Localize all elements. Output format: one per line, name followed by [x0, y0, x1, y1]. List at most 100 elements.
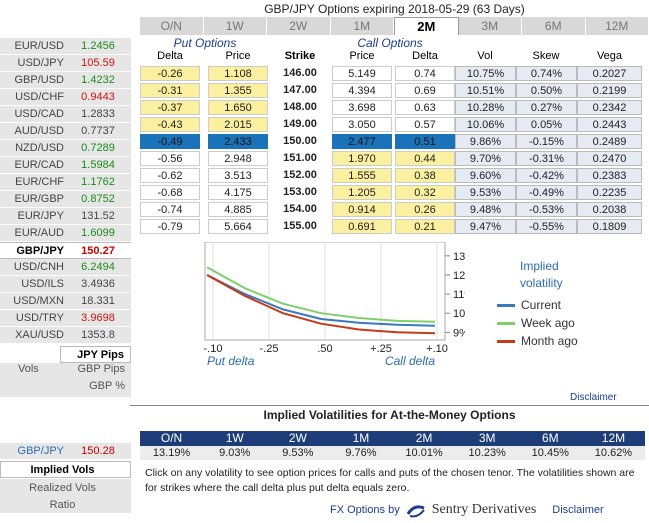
- strike-cell: 152.00: [283, 169, 317, 181]
- units-panel: [0, 363, 131, 397]
- disclaimer-link[interactable]: Disclaimer: [570, 392, 617, 403]
- strike-cell: 149.00: [283, 118, 317, 130]
- call-price-cell: 3.698: [332, 100, 392, 115]
- currency-pair-usd-chf[interactable]: USD/CHF 0.9443: [0, 89, 131, 106]
- implied-vols-button[interactable]: Implied Vols: [0, 461, 131, 478]
- atm-vol-value[interactable]: 10.45%: [531, 447, 569, 459]
- gbp-percent-button[interactable]: GBP %: [89, 380, 125, 392]
- table-row[interactable]: -0.56 2.948 151.00 1.970 0.44 9.70% -0.31% 0.24…: [140, 150, 649, 167]
- table-row[interactable]: -0.49 2.433 150.00 2.477 0.51 9.86% -0.15% 0.24…: [140, 133, 649, 150]
- atm-title: Implied Volatilities for At-the-Money Op…: [130, 405, 649, 422]
- currency-pair-usd-try[interactable]: USD/TRY 3.9698: [0, 310, 131, 327]
- table-row[interactable]: -0.62 3.513 152.00 1.555 0.38 9.60% -0.42% 0.23…: [140, 167, 649, 184]
- atm-tenor-on[interactable]: O/N: [160, 431, 183, 445]
- currency-pair-eur-aud[interactable]: EUR/AUD 1.6099: [0, 225, 131, 242]
- ratio-button[interactable]: Ratio: [0, 496, 131, 513]
- x-tick-label: +.25: [370, 343, 392, 355]
- put-delta-cell: -0.62: [140, 168, 200, 183]
- vol-cell: 9.60%: [455, 168, 516, 183]
- pair-rate: 1.5984: [81, 159, 115, 171]
- header-strike: Strike: [284, 50, 316, 62]
- tab-6m[interactable]: 6M: [522, 17, 586, 35]
- pair-rate: 3.4936: [81, 278, 115, 290]
- call-price-cell: 4.394: [332, 83, 392, 98]
- currency-pair-eur-cad[interactable]: EUR/CAD 1.5984: [0, 157, 131, 174]
- header-call-price: Price: [349, 50, 375, 62]
- tab-3m[interactable]: 3M: [458, 17, 522, 35]
- table-row[interactable]: -0.79 5.664 155.00 0.691 0.21 9.47% -0.55% 0.18…: [140, 218, 649, 235]
- table-row[interactable]: -0.74 4.885 154.00 0.914 0.26 9.48% -0.53% 0.20…: [140, 201, 649, 218]
- atm-vol-value[interactable]: 10.23%: [468, 447, 506, 459]
- put-price-cell: 1.108: [208, 66, 268, 81]
- table-row[interactable]: -0.43 2.015 149.00 3.050 0.57 10.06% 0.05% 0.24…: [140, 116, 649, 133]
- strike-cell: 151.00: [283, 152, 317, 164]
- series-line-current: [206, 274, 436, 327]
- legend-item-month-ago: Month ago: [497, 334, 578, 348]
- tab-1w[interactable]: 1W: [203, 17, 267, 35]
- strike-cell: 150.00: [283, 135, 317, 147]
- realized-vols-button[interactable]: Realized Vols: [0, 479, 131, 496]
- gbp-pips-button[interactable]: GBP Pips: [77, 363, 126, 375]
- table-row[interactable]: -0.37 1.650 148.00 3.698 0.63 10.28% 0.27% 0.23…: [140, 99, 649, 116]
- currency-pair-usd-cad[interactable]: USD/CAD 1.2833: [0, 106, 131, 123]
- currency-pair-xau-usd[interactable]: XAU/USD 1353.8: [0, 327, 131, 344]
- call-delta-cell: 0.57: [395, 117, 455, 132]
- atm-vol-value[interactable]: 10.62%: [594, 447, 633, 459]
- vol-cell: 9.48%: [455, 202, 516, 217]
- tab-2m[interactable]: 2M: [394, 17, 459, 35]
- strike-cell: 146.00: [283, 67, 317, 79]
- call-price-cell: 1.970: [332, 151, 392, 166]
- pair-rate: 0.9443: [81, 91, 115, 103]
- table-row[interactable]: -0.31 1.355 147.00 4.394 0.69 10.51% 0.50% 0.21…: [140, 82, 649, 99]
- atm-vol-value[interactable]: 9.03%: [219, 447, 251, 459]
- currency-pair-eur-gbp[interactable]: EUR/GBP 0.8752: [0, 191, 131, 208]
- page-title: GBP/JPY Options expiring 2018-05-29 (63 …: [264, 2, 525, 16]
- pair-rate: 1.2456: [81, 40, 115, 52]
- currency-pair-gbp-usd[interactable]: GBP/USD 1.4232: [0, 72, 131, 89]
- volatility-chart: -.10 -.25 .50 +.25 +.10 13% 12% 11% 10% 9% Put del…: [204, 242, 465, 368]
- vega-cell: 0.2199: [577, 83, 642, 98]
- pair-symbol: USD/ILS: [21, 278, 64, 290]
- atm-tenor-3m[interactable]: 3M: [478, 431, 496, 445]
- currency-pair-gbp-jpy[interactable]: GBP/JPY 150.27: [0, 242, 131, 259]
- atm-vol-value[interactable]: 9.53%: [282, 447, 314, 459]
- currency-pair-aud-usd[interactable]: AUD/USD 0.7737: [0, 123, 131, 140]
- call-price-cell: 3.050: [332, 117, 392, 132]
- table-row[interactable]: -0.68 4.175 153.00 1.205 0.32 9.53% -0.49% 0.22…: [140, 184, 649, 201]
- atm-tenor-6m[interactable]: 6M: [541, 431, 559, 445]
- atm-vol-value[interactable]: 13.19%: [152, 447, 191, 459]
- put-options-heading: Put Options: [173, 36, 237, 50]
- currency-pair-eur-jpy[interactable]: EUR/JPY 131.52: [0, 208, 131, 225]
- vega-cell: 0.2470: [577, 151, 642, 166]
- bottom-pair-row[interactable]: GBP/JPY 150.28: [0, 443, 131, 460]
- call-price-cell: 5.149: [332, 66, 392, 81]
- atm-tenor-2w[interactable]: 2W: [288, 431, 307, 445]
- currency-pair-usd-mxn[interactable]: USD/MXN 18.331: [0, 293, 131, 310]
- currency-pair-usd-ils[interactable]: USD/ILS 3.4936: [0, 276, 131, 293]
- jpy-pips-button[interactable]: JPY Pips: [60, 346, 131, 363]
- pair-rate: 18.331: [81, 295, 115, 307]
- atm-tenor-2m[interactable]: 2M: [415, 431, 433, 445]
- header-vol: Vol: [477, 50, 493, 62]
- atm-tenor-1m[interactable]: 1M: [352, 431, 370, 445]
- atm-vol-value[interactable]: 10.01%: [405, 447, 443, 459]
- footer-disclaimer-link[interactable]: Disclaimer: [552, 504, 604, 516]
- atm-tenor-12m[interactable]: 12M: [601, 431, 626, 445]
- tab-2w[interactable]: 2W: [267, 17, 331, 35]
- tab-12m[interactable]: 12M: [585, 17, 649, 35]
- currency-pair-eur-chf[interactable]: EUR/CHF 1.1762: [0, 174, 131, 191]
- atm-tenor-1w[interactable]: 1W: [225, 431, 244, 445]
- tab-1m[interactable]: 1M: [330, 17, 394, 35]
- atm-vol-value[interactable]: 9.76%: [345, 447, 377, 459]
- header-call-delta: Delta: [412, 50, 438, 62]
- brand-name[interactable]: Sentry Derivatives: [431, 502, 537, 517]
- tab-on[interactable]: O/N: [140, 17, 204, 35]
- currency-pair-nzd-usd[interactable]: NZD/USD 0.7289: [0, 140, 131, 157]
- table-row[interactable]: -0.26 1.108 146.00 5.149 0.74 10.75% 0.74% 0.20…: [140, 65, 649, 82]
- call-delta-cell: 0.44: [395, 151, 455, 166]
- currency-pair-usd-cnh[interactable]: USD/CNH 6.2494: [0, 259, 131, 276]
- currency-pair-usd-jpy[interactable]: USD/JPY 105.59: [0, 55, 131, 72]
- currency-pair-eur-usd[interactable]: EUR/USD 1.2456: [0, 38, 131, 55]
- pair-symbol: XAU/USD: [15, 329, 64, 341]
- pair-symbol: GBP/JPY: [16, 244, 64, 257]
